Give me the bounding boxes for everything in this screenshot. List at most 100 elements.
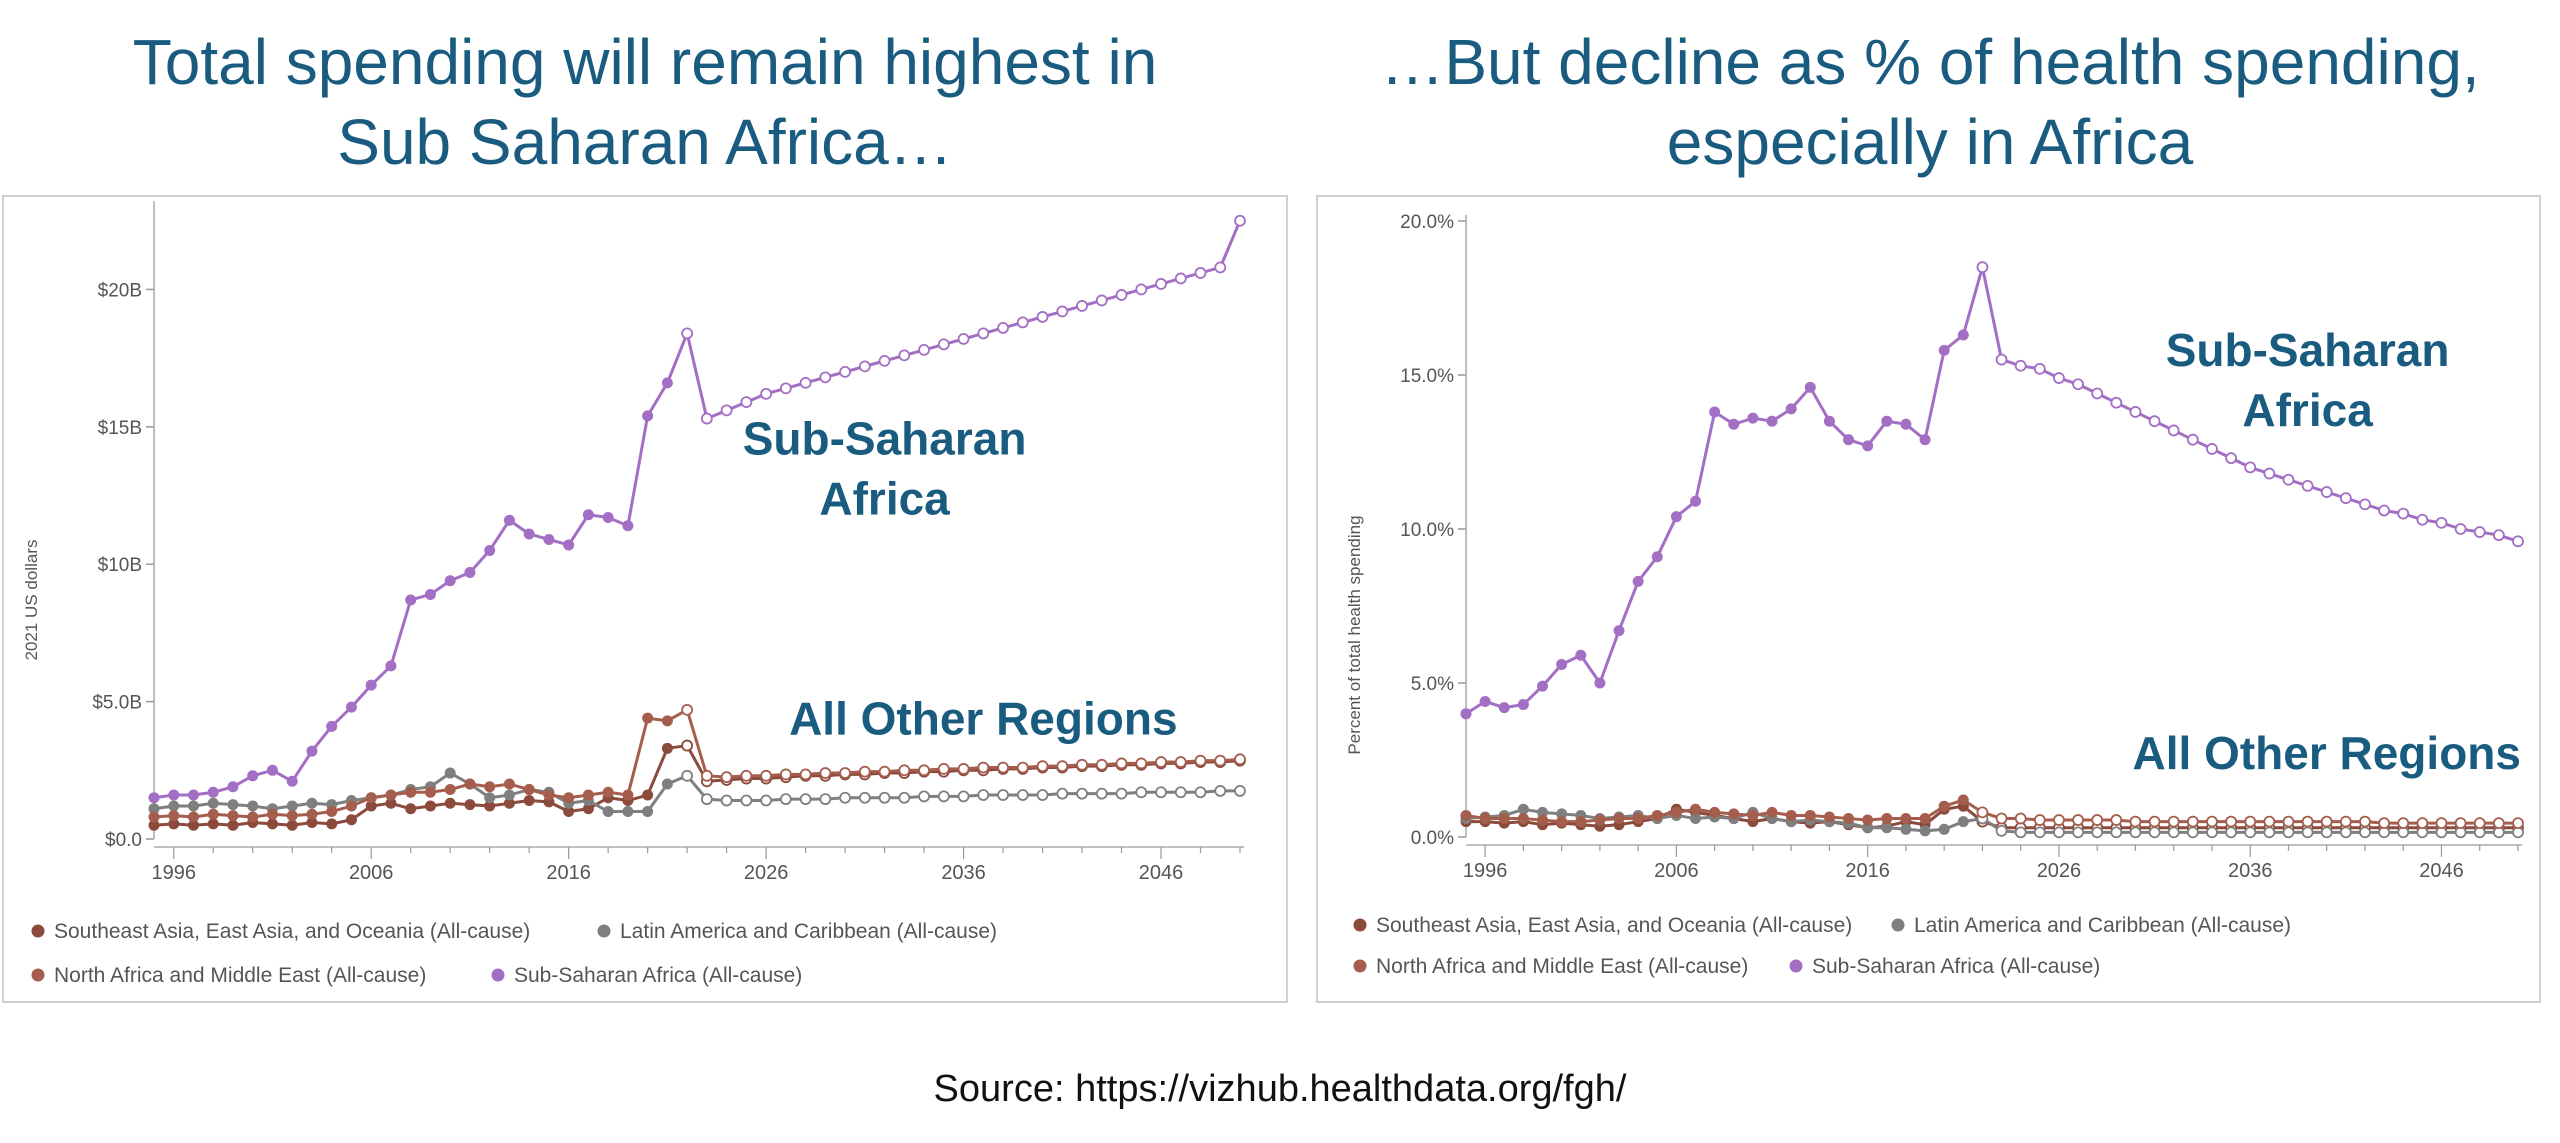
data-point bbox=[207, 808, 219, 820]
data-point bbox=[760, 387, 773, 400]
data-point bbox=[1632, 813, 1644, 825]
data-point bbox=[760, 769, 773, 782]
data-point bbox=[187, 819, 199, 831]
data-point bbox=[582, 509, 594, 521]
data-point bbox=[543, 789, 555, 801]
data-point bbox=[306, 745, 318, 757]
data-point bbox=[148, 811, 160, 823]
data-point bbox=[760, 794, 773, 807]
data-point bbox=[740, 769, 753, 782]
data-point bbox=[2339, 826, 2352, 839]
data-point bbox=[1709, 806, 1721, 818]
data-point bbox=[799, 768, 812, 781]
data-point bbox=[858, 765, 871, 778]
data-point bbox=[2186, 433, 2199, 446]
data-point bbox=[1537, 806, 1549, 818]
data-point bbox=[2053, 814, 2065, 826]
data-point bbox=[918, 764, 930, 777]
data-point bbox=[2225, 452, 2237, 465]
data-point bbox=[1747, 412, 1759, 424]
data-point bbox=[1016, 761, 1029, 774]
x-tick-label: 2046 bbox=[1139, 862, 1184, 884]
data-point bbox=[918, 790, 930, 803]
data-point bbox=[779, 768, 792, 781]
source-note: Source: https://vizhub.healthdata.org/fg… bbox=[933, 1068, 1627, 1110]
data-point bbox=[720, 404, 733, 417]
data-point bbox=[1862, 814, 1874, 826]
data-point bbox=[2148, 415, 2161, 428]
data-point bbox=[2378, 504, 2391, 517]
data-point bbox=[563, 806, 575, 818]
x-tick-label: 2006 bbox=[1654, 860, 1699, 882]
data-point bbox=[444, 797, 456, 809]
right-headline-line-2: especially in Africa bbox=[1666, 106, 2194, 178]
data-point bbox=[503, 778, 515, 790]
data-point bbox=[898, 791, 911, 804]
y-tick-label: $10B bbox=[98, 555, 142, 576]
data-point bbox=[168, 818, 180, 830]
data-point bbox=[2110, 826, 2123, 839]
data-point bbox=[1036, 789, 1049, 801]
data-point bbox=[2492, 529, 2505, 542]
data-point bbox=[345, 701, 357, 713]
data-point bbox=[1670, 511, 1682, 523]
data-point bbox=[2225, 815, 2237, 828]
data-point bbox=[1728, 808, 1740, 820]
data-point bbox=[523, 528, 535, 540]
y-tick-label: $0.0 bbox=[105, 830, 142, 851]
data-point bbox=[227, 799, 239, 811]
data-point bbox=[898, 349, 911, 362]
data-point bbox=[1995, 812, 2008, 825]
data-point bbox=[681, 327, 694, 340]
data-point bbox=[1919, 825, 1931, 837]
data-point bbox=[779, 382, 792, 395]
data-point bbox=[405, 786, 417, 798]
data-point bbox=[839, 791, 851, 804]
data-point bbox=[1498, 702, 1510, 714]
data-point bbox=[1095, 787, 1108, 800]
data-point bbox=[2339, 492, 2352, 505]
data-point bbox=[1214, 785, 1227, 797]
data-point bbox=[740, 396, 753, 408]
data-point bbox=[1460, 708, 1472, 720]
data-point bbox=[503, 797, 515, 809]
data-point bbox=[2167, 815, 2180, 828]
data-point bbox=[799, 376, 812, 389]
data-point bbox=[681, 703, 694, 716]
data-point bbox=[2014, 359, 2027, 372]
share-chart-panel: 0.0% 5.0% 10.0% 15.0% 20.0% 1996 2006 2016 2026 2… bbox=[1316, 195, 2541, 1003]
data-point bbox=[1036, 760, 1049, 773]
data-point bbox=[779, 793, 792, 806]
data-point bbox=[622, 520, 634, 532]
data-point bbox=[1537, 814, 1549, 826]
x-tick-label: 2026 bbox=[744, 862, 789, 884]
data-point bbox=[286, 800, 298, 812]
data-point bbox=[2053, 826, 2065, 839]
data-point bbox=[2014, 826, 2027, 839]
data-point bbox=[1517, 699, 1529, 711]
data-point bbox=[2091, 814, 2104, 826]
legend-marker bbox=[597, 924, 611, 938]
data-point bbox=[1056, 787, 1069, 800]
data-point bbox=[1613, 625, 1625, 637]
data-point bbox=[2129, 826, 2142, 839]
data-point bbox=[306, 817, 318, 829]
data-point bbox=[661, 742, 673, 754]
data-point bbox=[464, 566, 476, 578]
data-point bbox=[2206, 443, 2218, 455]
data-point bbox=[720, 794, 733, 807]
data-point bbox=[1632, 575, 1644, 587]
legend-marker bbox=[31, 968, 45, 982]
data-point bbox=[1766, 415, 1778, 427]
data-point bbox=[1957, 794, 1969, 806]
data-point bbox=[1234, 753, 1246, 766]
data-point bbox=[2033, 826, 2046, 839]
data-point bbox=[187, 800, 199, 812]
data-point bbox=[1670, 806, 1682, 818]
data-point bbox=[720, 771, 733, 784]
data-point bbox=[2512, 817, 2524, 830]
data-point bbox=[523, 795, 535, 807]
data-point bbox=[1076, 787, 1088, 800]
data-point bbox=[642, 410, 654, 422]
data-point bbox=[1076, 300, 1088, 312]
